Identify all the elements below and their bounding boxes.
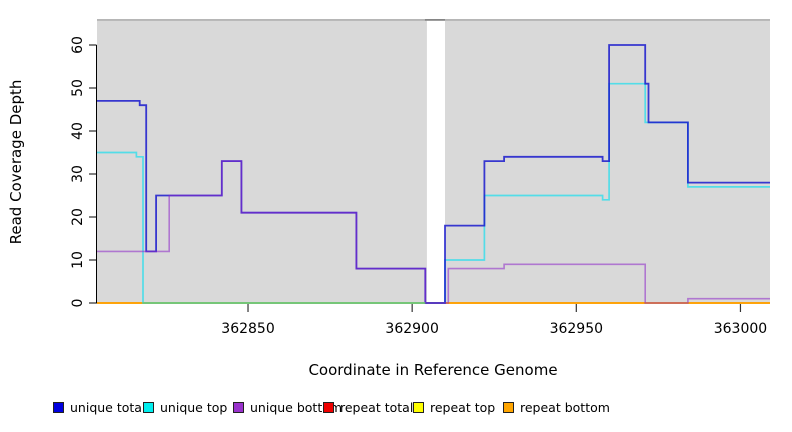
y-tick-label: 40 xyxy=(70,122,86,140)
y-axis-title: Read Coverage Depth xyxy=(7,79,25,245)
y-tick-label: 20 xyxy=(70,208,86,226)
legend-item-repeat-bottom: repeat bottom xyxy=(503,398,610,416)
y-tick-label: 60 xyxy=(70,36,86,54)
legend-label: repeat top xyxy=(430,399,496,415)
legend-swatch xyxy=(53,401,64,413)
x-axis-title: Coordinate in Reference Genome xyxy=(308,361,558,379)
legend-label: unique bottom xyxy=(250,399,343,415)
legend-swatch xyxy=(323,401,334,413)
y-tick-label: 0 xyxy=(70,299,86,308)
legend-label: unique total xyxy=(70,399,146,415)
coverage-plot: 0 10 20 30 40 50 60 362850 362900 362950 363000 xyxy=(70,19,770,337)
y-tick-label: 50 xyxy=(70,79,86,97)
x-tick-label: 362950 xyxy=(550,321,603,337)
gap-band xyxy=(426,19,445,303)
legend-label: repeat bottom xyxy=(520,399,610,415)
legend-label: repeat total xyxy=(340,399,414,415)
legend-item-unique-bottom: unique bottom xyxy=(233,398,342,416)
legend-swatch xyxy=(413,401,424,413)
series-unique-bottom xyxy=(97,160,770,304)
legend-label: unique top xyxy=(160,399,228,415)
series-unique-total xyxy=(97,44,770,304)
legend: unique total unique top unique bottom repea… xyxy=(0,398,792,420)
y-tick-label: 30 xyxy=(70,165,86,183)
x-tick-label: 362900 xyxy=(385,321,438,337)
legend-swatch xyxy=(233,401,244,413)
legend-item-repeat-top: repeat top xyxy=(413,398,495,416)
x-tick-label: 362850 xyxy=(221,321,274,337)
x-tick-label: 363000 xyxy=(714,321,767,337)
y-tick-label: 10 xyxy=(70,251,86,269)
legend-item-unique-top: unique top xyxy=(143,398,227,416)
legend-swatch xyxy=(503,401,514,413)
legend-item-unique-total: unique total xyxy=(53,398,145,416)
legend-swatch xyxy=(143,401,154,413)
legend-item-repeat-total: repeat total xyxy=(323,398,413,416)
